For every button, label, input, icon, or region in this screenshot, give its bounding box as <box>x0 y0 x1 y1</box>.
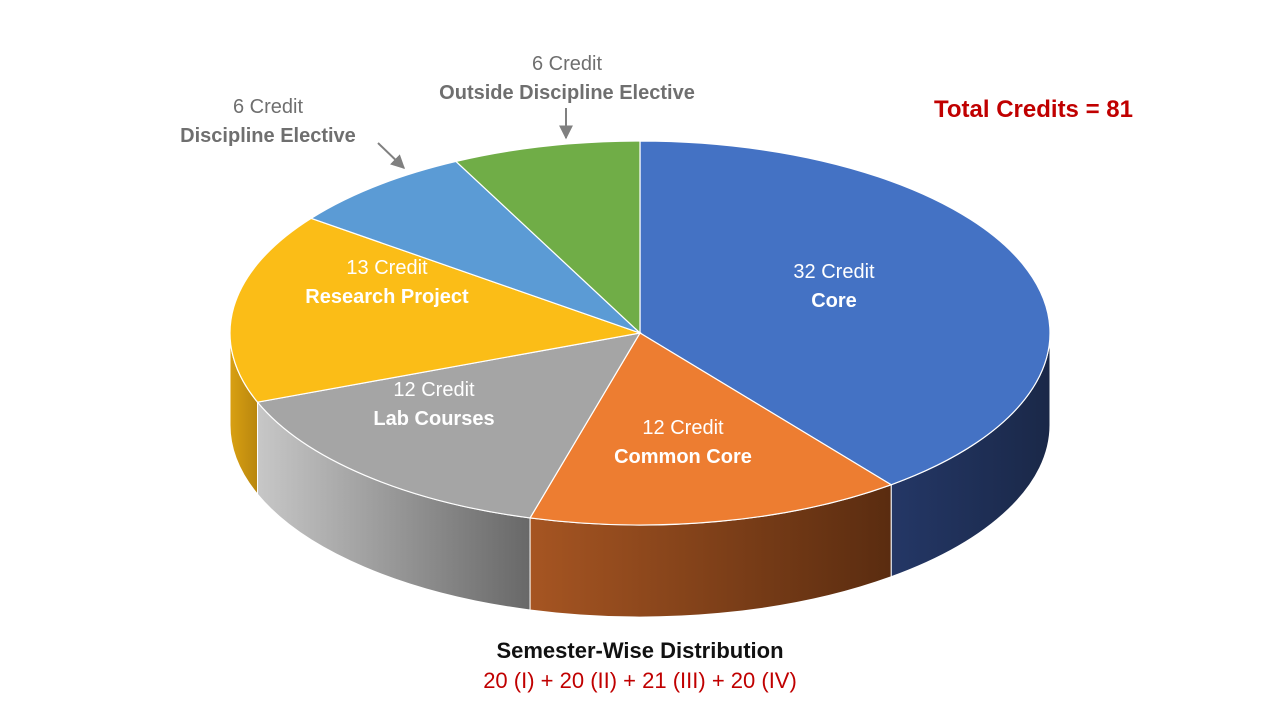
pie-slice-research-project <box>229 217 643 403</box>
slice-name-label-research-project: Research Project <box>305 286 469 308</box>
slice-credit-label-discipline-elective: 6 Credit <box>233 96 303 118</box>
slice-credit-label-core: 32 Credit <box>793 261 875 283</box>
pie-slice-outside-discipline-elective <box>454 140 641 335</box>
discipline-elective-arrow <box>377 142 406 169</box>
pie-slice-common-core <box>529 332 893 526</box>
total-credits: Total Credits = 81 <box>934 96 1133 123</box>
slice-credit-label-lab-courses: 12 Credit <box>393 379 475 401</box>
slice-credit-label-outside-discipline-elective: 6 Credit <box>532 53 602 75</box>
slice-name-label-lab-courses: Lab Courses <box>373 408 494 430</box>
slice-name-label-common-core: Common Core <box>614 446 752 468</box>
pie-slice-discipline-elective <box>309 160 641 334</box>
semester-distribution-title: Semester-Wise Distribution <box>496 638 784 663</box>
slice-name-label-outside-discipline-elective: Outside Discipline Elective <box>439 82 695 104</box>
slice-name-label-discipline-elective: Discipline Elective <box>180 125 356 147</box>
slice-credit-label-research-project: 13 Credit <box>346 257 428 279</box>
slice-credit-label-common-core: 12 Credit <box>642 417 724 439</box>
semester-distribution-values: 20 (I) + 20 (II) + 21 (III) + 20 (IV) <box>483 668 797 693</box>
slice-name-label-core: Core <box>811 290 857 312</box>
pie-slice-core <box>639 140 1051 486</box>
pie-slice-lab-courses <box>256 332 642 519</box>
